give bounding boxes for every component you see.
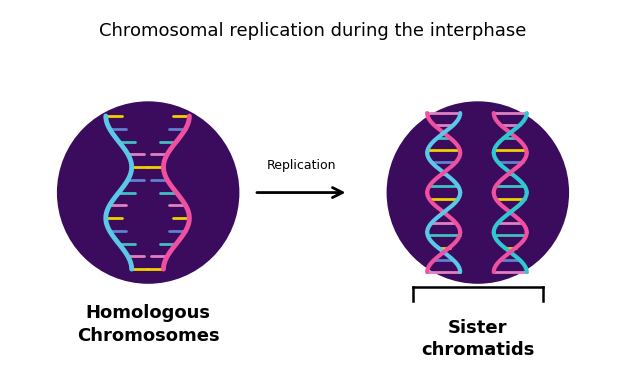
Circle shape [57,101,239,284]
Text: Homologous
Chromosomes: Homologous Chromosomes [77,305,220,344]
Text: Sister
chromatids: Sister chromatids [421,319,535,359]
Text: Replication: Replication [267,159,336,172]
Circle shape [387,101,569,284]
Text: Chromosomal replication during the interphase: Chromosomal replication during the inter… [100,22,526,40]
